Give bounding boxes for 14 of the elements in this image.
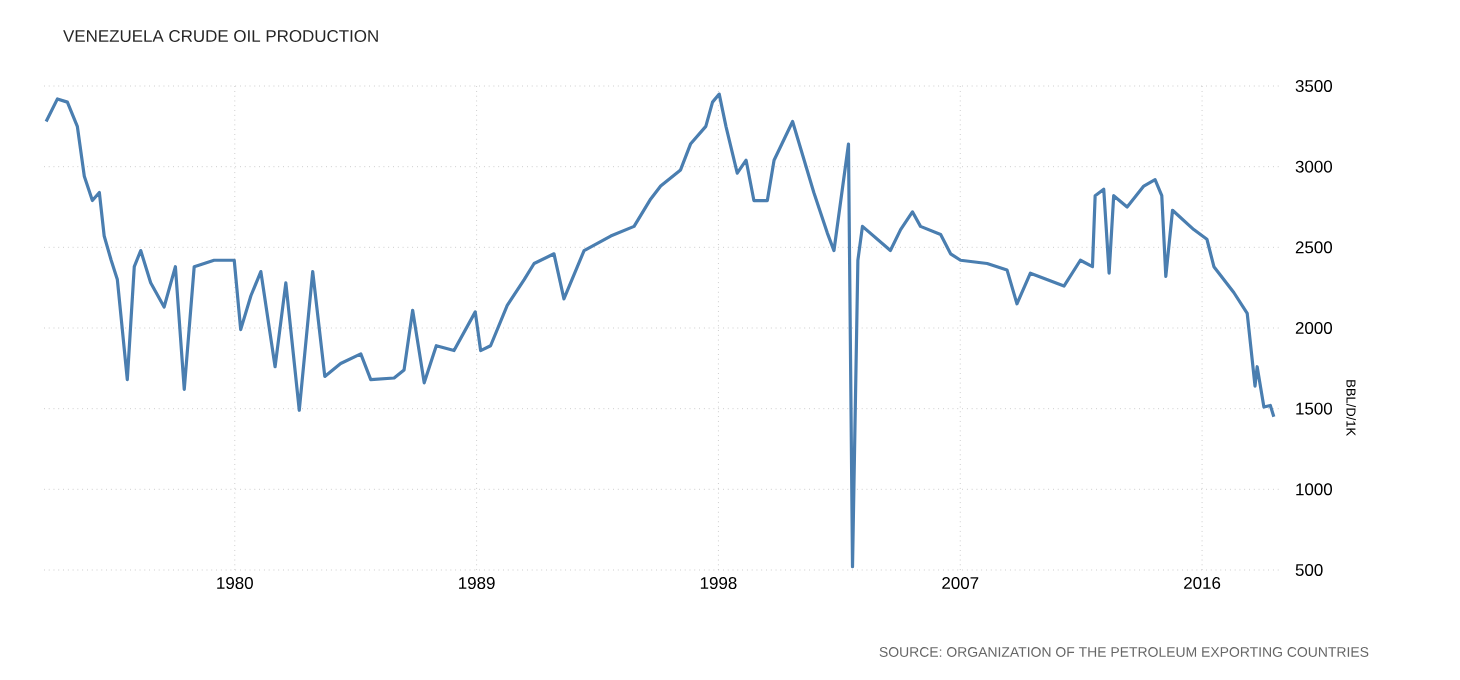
y-tick-label: 2500 bbox=[1295, 241, 1333, 254]
line-series bbox=[44, 92, 1276, 569]
y-tick-label: 500 bbox=[1295, 564, 1323, 576]
y-tick-label: 3500 bbox=[1295, 80, 1333, 92]
y-tick-label: 1500 bbox=[1296, 402, 1333, 415]
y-tick-label: 3000 bbox=[1295, 160, 1333, 173]
x-tick-label: 2016 bbox=[1184, 577, 1221, 590]
x-tick-label: 1998 bbox=[700, 577, 737, 590]
x-tick-label: 1989 bbox=[459, 577, 495, 590]
y-tick-label: 1000 bbox=[1296, 483, 1333, 496]
x-tick-label: 2007 bbox=[942, 577, 979, 590]
x-tick-label: 1980 bbox=[217, 577, 253, 590]
y-tick-label: 2000 bbox=[1295, 322, 1333, 334]
chart-title: VENEZUELA CRUDE OIL PRODUCTION bbox=[63, 30, 378, 42]
